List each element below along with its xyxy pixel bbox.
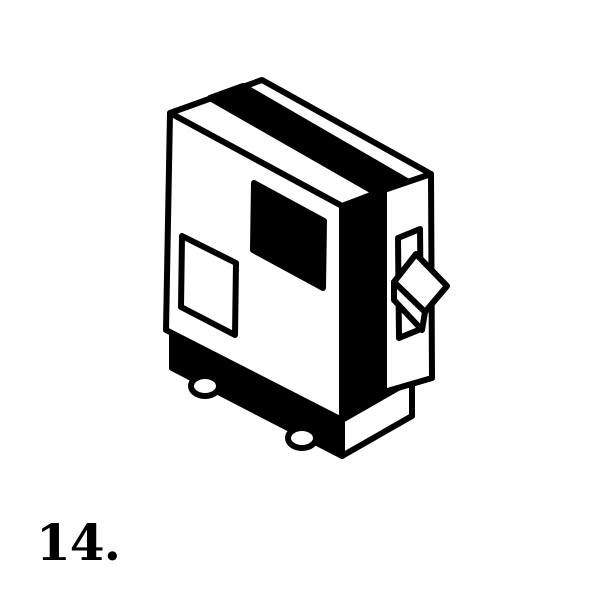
- breaker-dark-window: [250, 180, 327, 291]
- breaker-label-panel: [178, 233, 239, 338]
- breaker-foot-left: [188, 373, 222, 399]
- breaker-toggle-lever-face: [391, 279, 428, 333]
- figure-number-label: 14.: [36, 513, 121, 572]
- breaker-front-band: [339, 187, 387, 423]
- breaker-foot-right: [285, 425, 319, 451]
